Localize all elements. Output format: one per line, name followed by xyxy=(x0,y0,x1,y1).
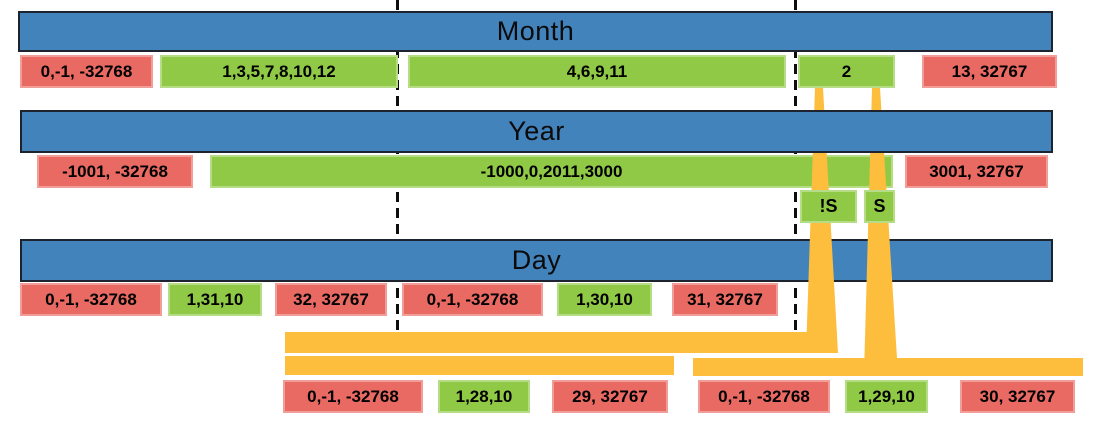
day31-class-invalid-high: 32, 32767 xyxy=(275,283,387,316)
feb29-class-invalid-low: 0,-1, -32768 xyxy=(698,380,830,413)
month-class-invalid-low: 0,-1, -32768 xyxy=(20,55,153,88)
day30-class-invalid-high: 31, 32767 xyxy=(672,283,778,316)
month-bar: Month xyxy=(18,11,1053,52)
non-leap-connector-bar-upper xyxy=(285,332,837,353)
day31-class-valid: 1,31,10 xyxy=(168,283,262,316)
non-leap-connector-bar-lower xyxy=(285,356,674,375)
month-bar-label: Month xyxy=(496,16,575,46)
year-class-valid: -1000,0,2011,3000 xyxy=(210,155,893,188)
year-bar-label: Year xyxy=(508,116,565,146)
feb28-class-invalid-low: 0,-1, -32768 xyxy=(283,380,423,413)
feb29-class-invalid-high: 30, 32767 xyxy=(960,380,1075,413)
non-leap-year-flag: !S xyxy=(800,190,857,223)
leap-connector-bar xyxy=(693,358,1083,376)
day-bar-label: Day xyxy=(511,245,562,275)
day31-class-invalid-low: 0,-1, -32768 xyxy=(20,283,162,316)
year-class-invalid-high: 3001, 32767 xyxy=(905,155,1048,188)
year-class-invalid-low: -1001, -32768 xyxy=(37,155,193,188)
month-class-invalid-high: 13, 32767 xyxy=(922,55,1057,88)
month-class-31day: 1,3,5,7,8,10,12 xyxy=(160,55,398,88)
month-class-30day: 4,6,9,11 xyxy=(408,55,786,88)
feb28-class-invalid-high: 29, 32767 xyxy=(552,380,668,413)
month-class-february: 2 xyxy=(798,55,895,88)
feb28-class-valid: 1,28,10 xyxy=(438,380,530,413)
day-bar: Day xyxy=(20,239,1053,282)
leap-year-flag: S xyxy=(864,190,895,223)
year-bar: Year xyxy=(20,110,1053,153)
day30-class-valid: 1,30,10 xyxy=(557,283,652,316)
feb29-class-valid: 1,29,10 xyxy=(845,380,928,413)
day30-class-invalid-low: 0,-1, -32768 xyxy=(402,283,543,316)
